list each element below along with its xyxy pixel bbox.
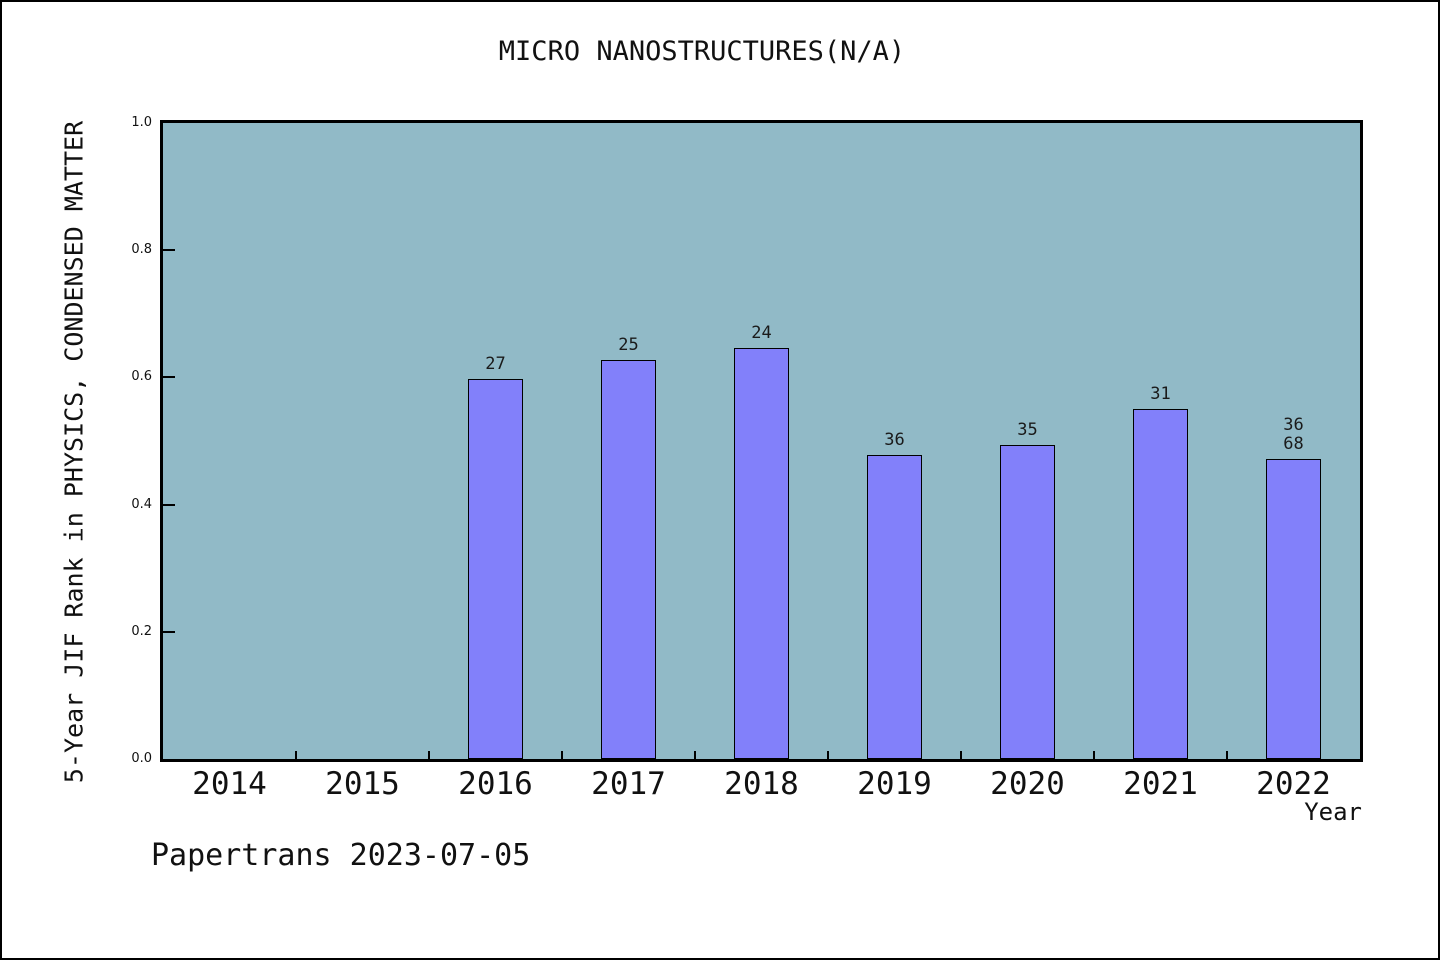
x-tick-mark [1093,751,1095,759]
y-tick-label: 0.8 [131,242,152,258]
y-tick-label: 0.2 [131,623,152,639]
bar-2019 [867,455,922,759]
bar-value-label-2016: 27 [451,355,541,374]
y-tick-mark [163,249,175,252]
x-tick-mark [694,751,696,759]
x-tick-mark [561,751,563,759]
x-tick-label: 2017 [591,766,666,802]
bar-value-label-2022: 36 68 [1249,416,1339,454]
footer-watermark: Papertrans 2023-07-05 [151,838,531,873]
bar-value-label-2019: 36 [850,431,940,450]
bar-value-text: 36 [1283,415,1304,436]
bar-value-text: 27 [485,354,506,375]
x-tick-label: 2016 [458,766,533,802]
y-tick-label: 0.6 [131,369,152,385]
bar-value-label-2021: 31 [1116,383,1206,404]
bar-value-text: 25 [618,335,639,356]
bar-value-label-2020: 35 [983,421,1073,440]
bar-value-text: 31 [1150,383,1171,404]
bar-value-text: 35 [1017,420,1038,441]
bar-value-label-2018: 24 [717,322,807,343]
x-tick-mark [1226,751,1228,759]
x-tick-label: 2022 [1256,766,1331,802]
y-tick-label: 0.0 [131,751,152,766]
x-tick-mark [960,751,962,759]
x-tick-label: 2019 [857,766,932,802]
y-tick-mark [163,503,175,506]
x-tick-label: 2015 [325,766,400,802]
x-tick-label: 2020 [990,766,1065,802]
bar-2022 [1266,459,1321,759]
bar-value-text: 36 [884,430,905,450]
y-tick-mark [163,376,175,379]
y-tick-label: 0.4 [131,496,152,512]
x-tick-label: 2018 [724,766,799,802]
bar-2017 [601,360,656,759]
bar-2020 [1000,445,1055,759]
x-tick-mark [295,751,297,759]
bar-value-label-2017: 25 [584,336,674,355]
x-tick-mark [827,751,829,759]
y-tick-label: 1.0 [131,115,152,130]
y-tick-mark [163,630,175,633]
bar-2018 [734,347,789,759]
x-tick-label: 2021 [1123,766,1198,802]
y-axis-title: 5-Year JIF Rank in PHYSICS, CONDENSED MA… [59,120,89,784]
bar-2021 [1133,408,1188,759]
x-axis-title: Year [1304,798,1362,826]
chart-title: MICRO NANOSTRUCTURES(N/A) [498,36,906,67]
plot-area: 27 25 24 36 35 31 36 68 [160,120,1363,762]
bar-value-text: 24 [751,322,772,343]
bar-value-text: 68 [1283,434,1304,455]
bar-2016 [468,379,523,759]
x-tick-label: 2014 [192,766,267,802]
x-tick-mark [428,751,430,759]
